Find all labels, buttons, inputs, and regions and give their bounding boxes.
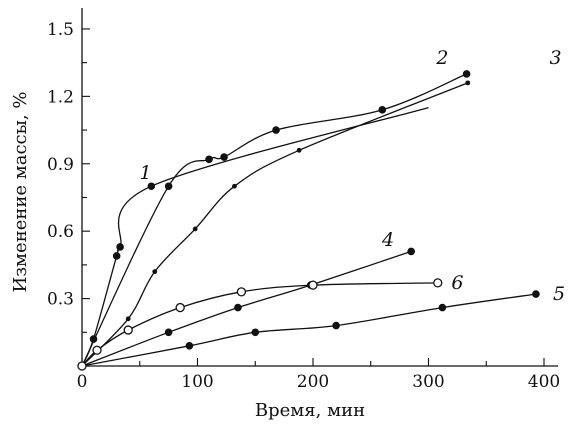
data-point [236,287,247,297]
series-label-5: 5 [553,283,565,305]
data-point [220,153,228,161]
data-point [234,303,242,312]
curves [81,73,536,367]
axes: 0 100 200 300 400 0.3 0.6 0.9 1.2 1.5 [47,8,560,392]
data-point [164,182,173,191]
data-point [116,243,124,251]
markers [77,70,540,371]
data-point [332,321,340,330]
data-point [147,182,156,191]
y-tick-label: 0.3 [47,290,74,310]
y-tick-label: 1.2 [47,87,74,107]
data-point [92,345,102,355]
labels: 1 2 3 4 5 6 [139,47,565,305]
data-point [232,183,237,189]
series-line-6 [81,282,438,367]
series-line-5 [81,293,536,367]
series-label-2: 2 [435,47,448,69]
x-axis-title: Время, мин [255,400,365,421]
series-line-4 [81,250,412,367]
y-tick-label: 0.6 [47,222,74,242]
data-point [308,280,318,290]
data-point [433,278,443,288]
origin-point [77,361,87,371]
x-tick-label: 0 [77,372,88,392]
x-tick-label: 100 [181,372,213,392]
data-point [164,328,173,337]
data-point [89,335,98,343]
data-point [125,316,131,322]
data-point [378,106,387,114]
data-point [175,302,185,313]
series-label-4: 4 [381,229,394,251]
x-tick-label: 400 [528,372,560,392]
series-label-6: 6 [451,272,463,294]
data-point [532,290,540,298]
data-point [123,325,133,335]
data-point [438,303,447,312]
data-point [251,328,260,337]
series-line-2 [81,73,467,367]
data-point [185,341,194,350]
data-point [192,226,198,232]
data-point [462,70,471,78]
series-label-3: 3 [550,47,562,69]
data-point [112,252,121,260]
x-tick-label: 200 [297,372,329,392]
x-tick-label: 300 [412,372,444,392]
y-tick-label: 0.9 [47,155,74,175]
y-axis-title: Изменение массы, % [10,92,31,293]
series-label-1: 1 [139,162,151,184]
data-point [272,126,280,134]
y-tick-label: 1.5 [47,20,74,40]
data-point [465,80,471,86]
data-point [407,247,415,256]
data-point [296,147,302,153]
data-point [152,269,158,275]
data-point [205,155,213,164]
